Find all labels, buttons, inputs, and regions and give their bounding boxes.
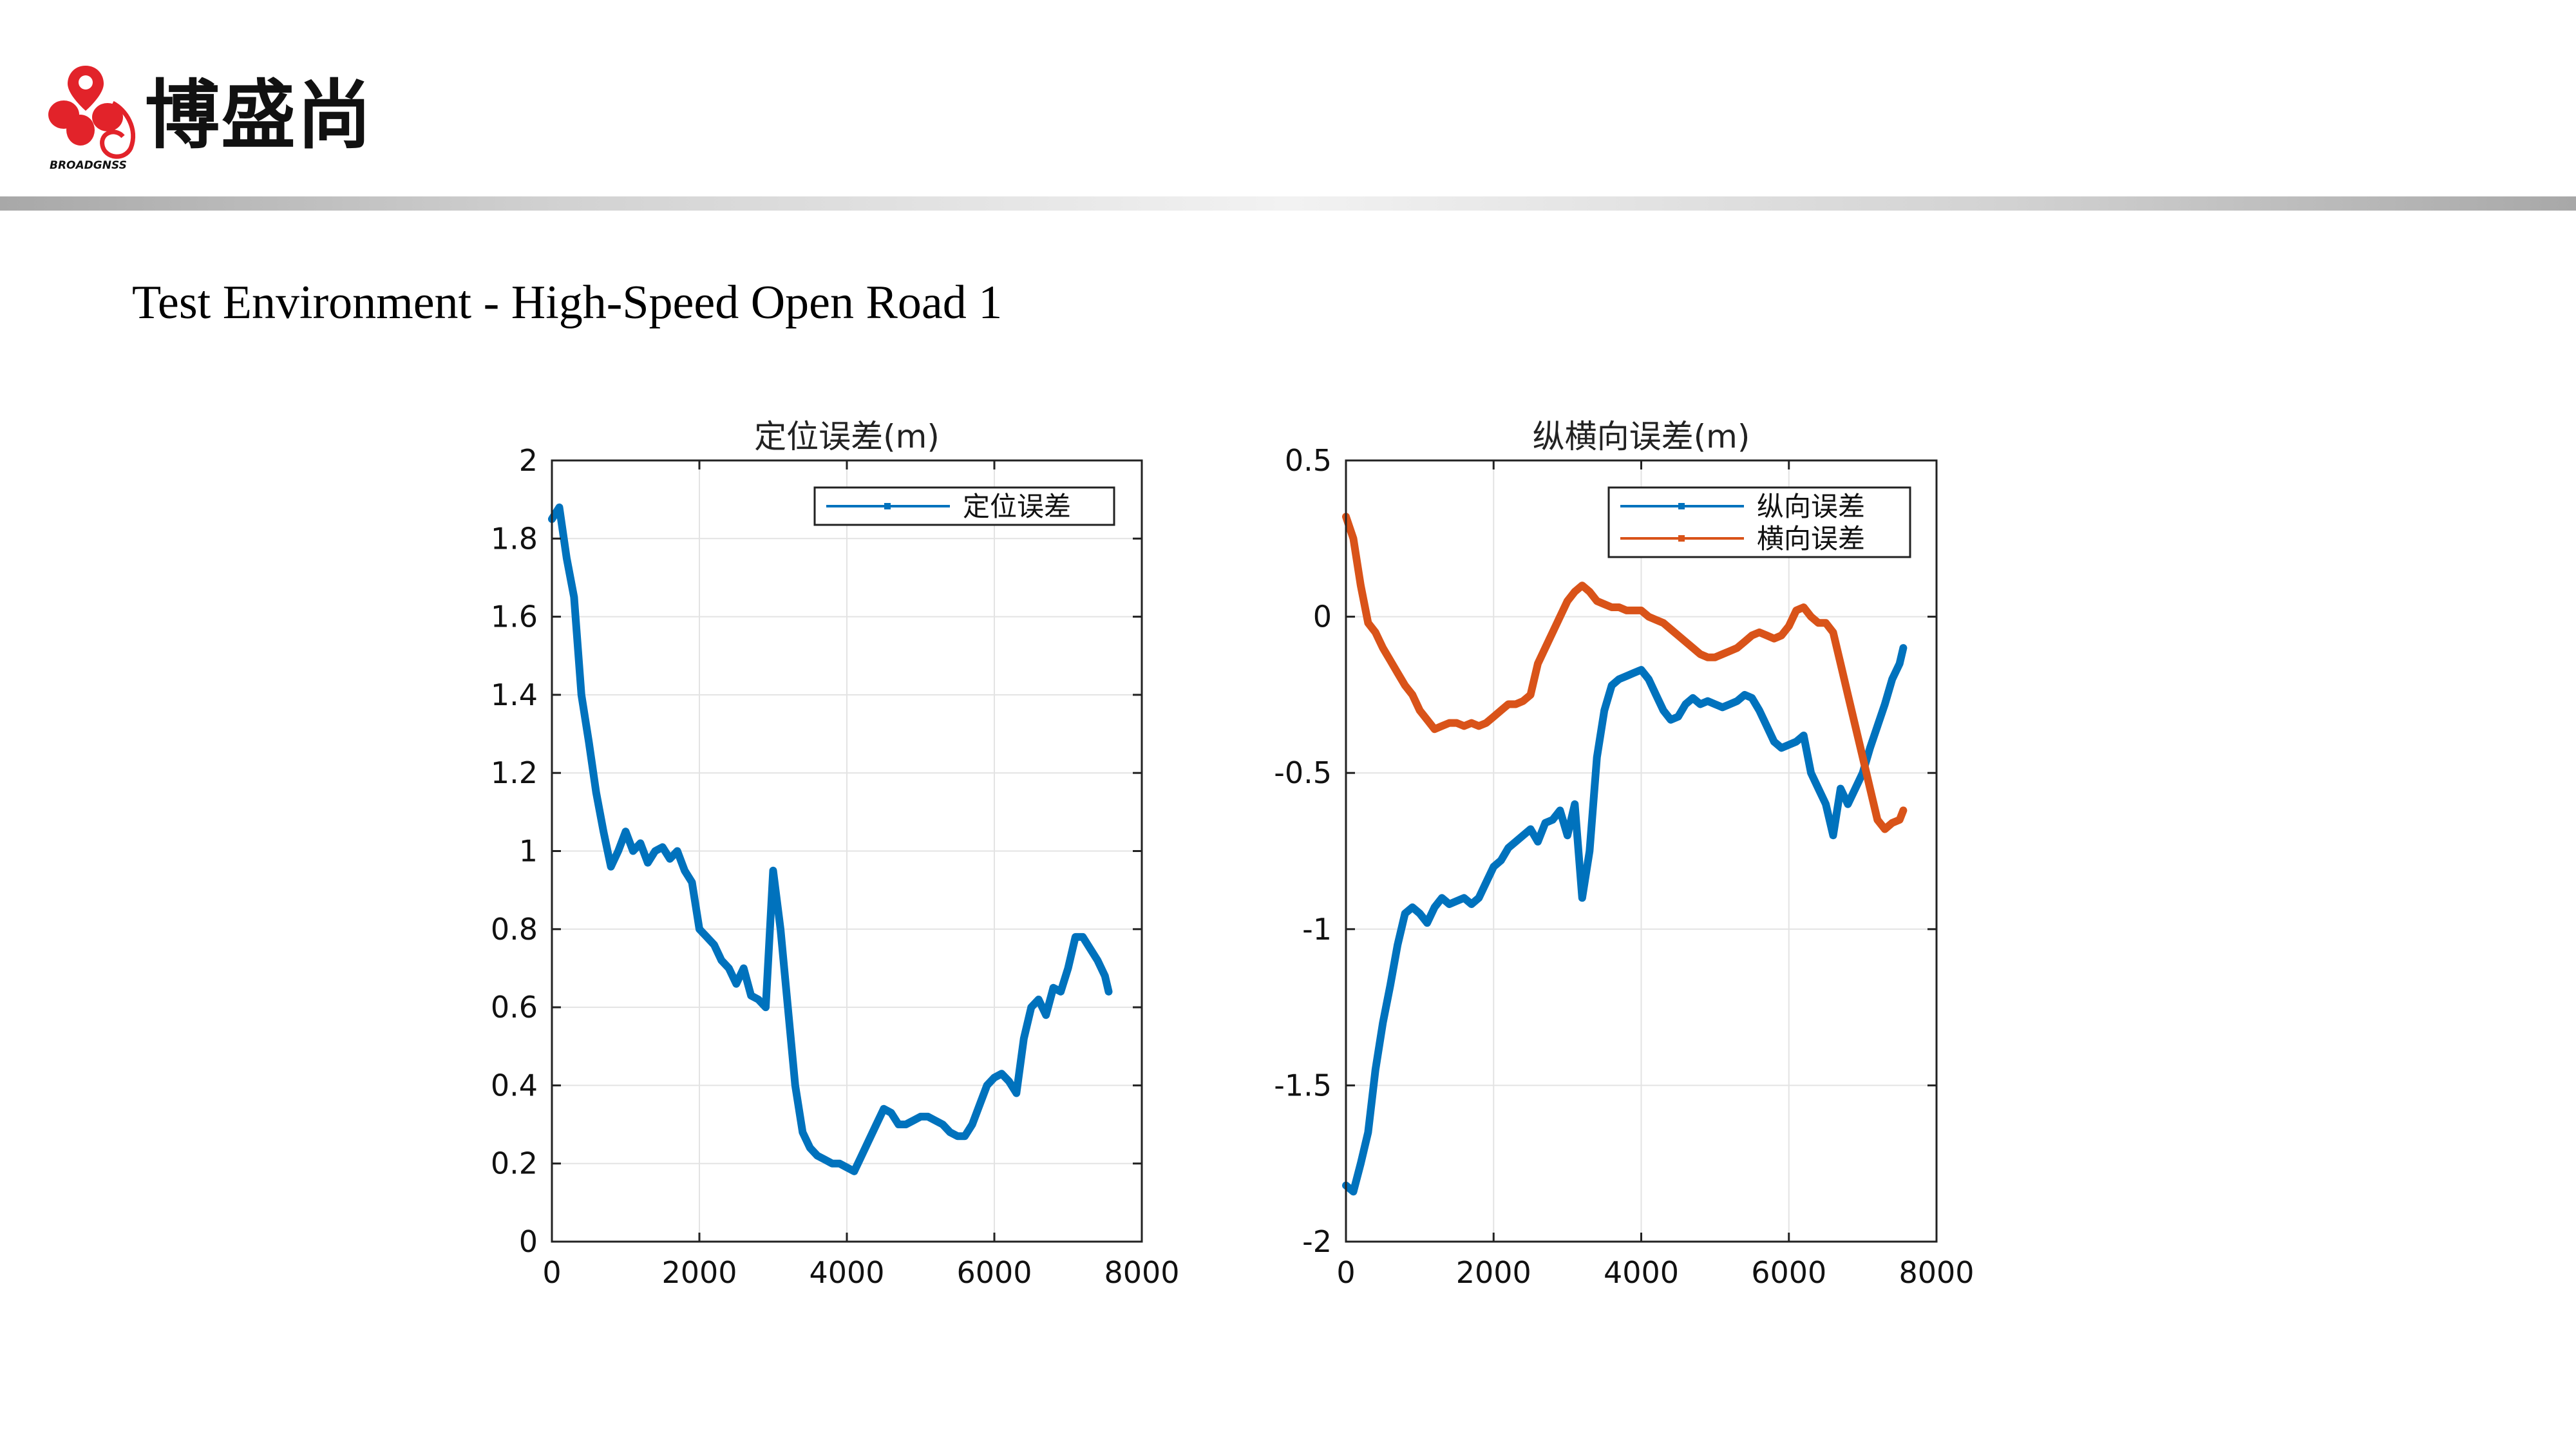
y-tick-label: 0.5 <box>1285 443 1332 478</box>
y-tick-label: 0.8 <box>491 912 538 947</box>
x-tick-label: 0 <box>542 1255 561 1290</box>
x-tick-label: 2000 <box>1456 1255 1531 1290</box>
charts-area: 0 2000 4000 6000 8000 0 0.2 0.4 0.6 0.8 1 1.2 1.4 1.6… <box>491 418 1975 1290</box>
brand-name: 博盛尚 <box>145 72 373 159</box>
y-tick-label: 0.4 <box>491 1068 538 1103</box>
x-tick-label: 6000 <box>956 1255 1032 1290</box>
legend-marker-1 <box>884 503 891 509</box>
y-tick-label: 0 <box>1313 600 1332 634</box>
x-tick-label: 0 <box>1336 1255 1355 1290</box>
chart-title: 纵横向误差(m) <box>1533 418 1750 455</box>
y-tick-label: 1 <box>519 834 538 869</box>
legend-box <box>1607 486 1911 558</box>
logo-swirl <box>100 100 136 159</box>
legend-marker-2 <box>1678 535 1685 542</box>
series-line-1 <box>548 503 1113 1175</box>
y-tick-label: -1 <box>1302 912 1332 947</box>
chart-1: 0 2000 4000 6000 8000 0 0.2 0.4 0.6 0.8 1 1.2 1.4 1.6… <box>491 418 1180 1290</box>
x-tick-label: 4000 <box>1604 1255 1679 1290</box>
legend-entry-1: 纵向误差 <box>1757 491 1865 522</box>
legend-entry-2: 横向误差 <box>1757 523 1865 554</box>
y-tick-label: 2 <box>519 443 538 478</box>
y-tick-label: 0 <box>519 1224 538 1259</box>
x-tick-label: 2000 <box>661 1255 737 1290</box>
broadgnss-logo-icon: BROADGNSS <box>48 66 136 172</box>
x-tick-label: 8000 <box>1899 1255 1974 1290</box>
legend-marker-1 <box>1678 503 1685 509</box>
header: BROADGNSS 博盛尚 <box>0 0 2576 213</box>
header-divider <box>0 196 2576 211</box>
y-tick-label: 0.6 <box>491 990 538 1025</box>
y-tick-label: -2 <box>1302 1224 1332 1259</box>
logo-pin-hole <box>79 75 93 90</box>
y-tick-label: 1.4 <box>491 677 538 712</box>
chart-2: 0 2000 4000 6000 8000 -2 -1.5 -1 -0.5 0 0.5 纵横向误差(m… <box>1274 418 1974 1290</box>
x-tick-label: 4000 <box>809 1255 884 1290</box>
x-tick-label: 8000 <box>1104 1255 1179 1290</box>
legend: 定位误差 <box>813 486 1115 526</box>
legend-entry-1: 定位误差 <box>963 491 1071 522</box>
y-tick-label: -0.5 <box>1274 755 1332 790</box>
series-line-1 <box>1342 644 1908 1196</box>
y-tick-label: -1.5 <box>1274 1068 1332 1103</box>
x-tick-label: 6000 <box>1751 1255 1826 1290</box>
logo-petal-right <box>92 103 123 131</box>
logo-petal-mid <box>66 115 95 146</box>
series-line-2 <box>1342 513 1908 833</box>
y-tick-label: 1.6 <box>491 600 538 634</box>
y-tick-label: 1.2 <box>491 755 538 790</box>
logo-text: BROADGNSS <box>50 159 127 172</box>
chart-title: 定位误差(m) <box>754 418 940 455</box>
slide-title: Test Environment - High-Speed Open Road … <box>132 276 1003 329</box>
y-tick-label: 0.2 <box>491 1146 538 1181</box>
y-tick-label: 1.8 <box>491 521 538 556</box>
